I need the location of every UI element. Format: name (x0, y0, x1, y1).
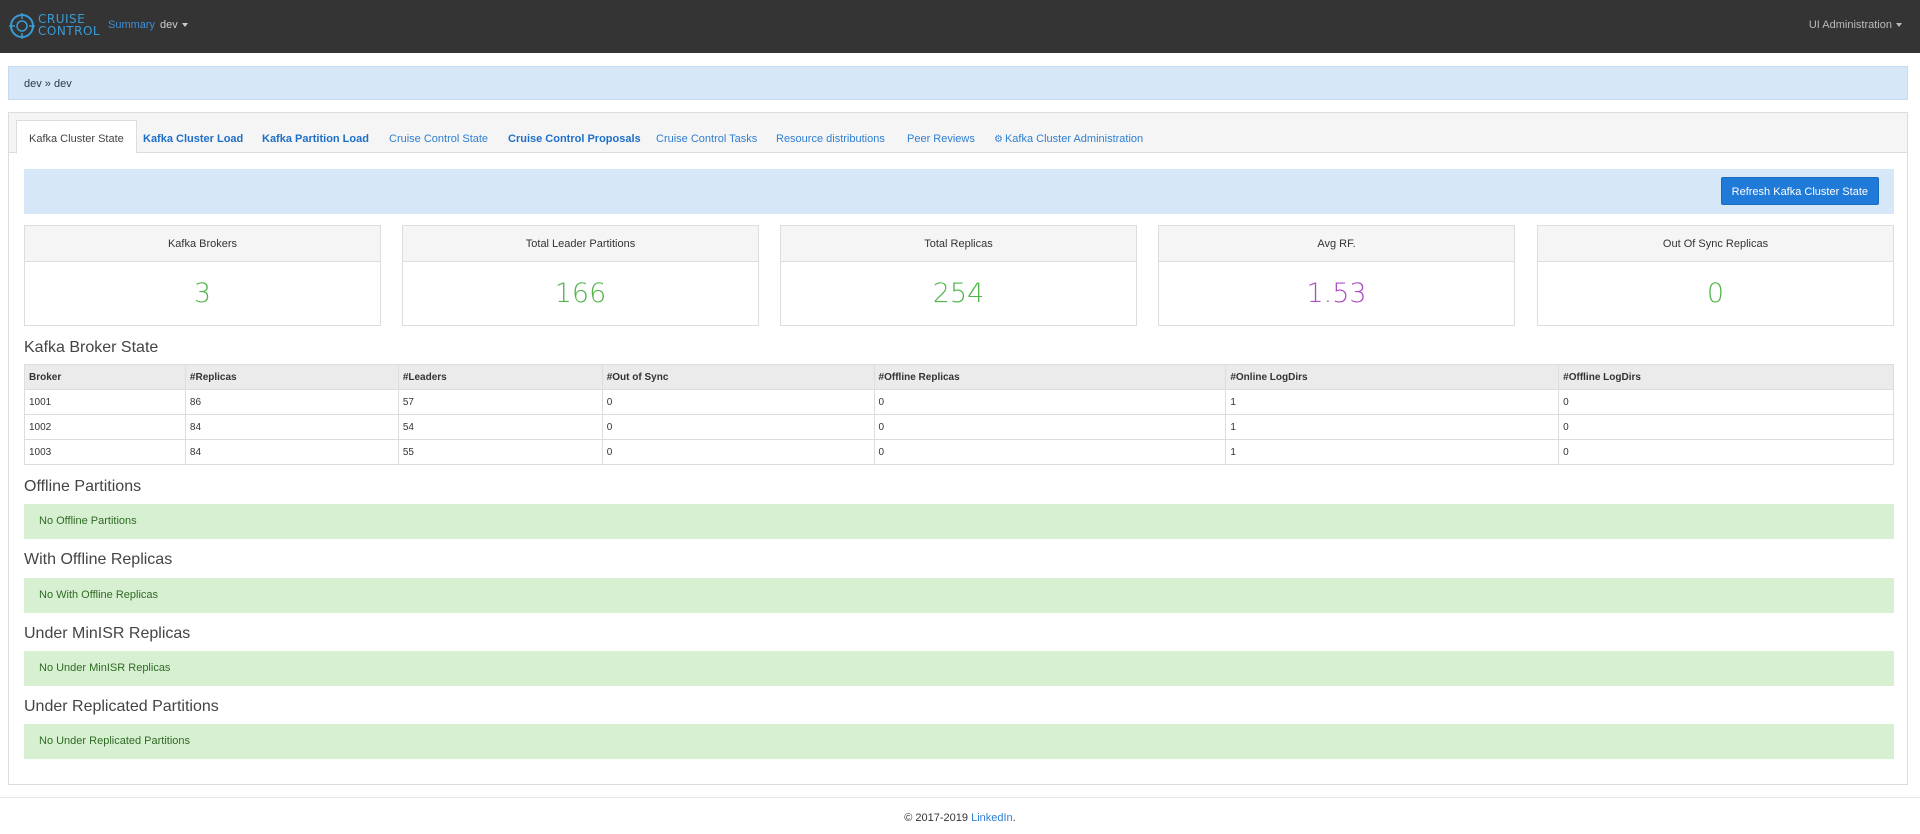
with-offline-replicas-title: With Offline Replicas (24, 551, 173, 568)
footer: © 2017-2019 LinkedIn. (0, 812, 1920, 824)
stat-card-kafka-brokers: Kafka Brokers 3 (24, 225, 381, 326)
offline-partitions-alert: No Offline Partitions (24, 504, 1894, 539)
main-panel: Kafka Cluster State Kafka Cluster Load K… (8, 112, 1908, 785)
column-header[interactable]: #Out of Sync (601, 364, 875, 390)
table-cell: 0 (1558, 389, 1894, 415)
cruise-control-logo[interactable]: CRUISE CONTROL (8, 11, 100, 41)
gear-icon: ⚙ (994, 134, 1003, 145)
table-cell: 0 (601, 439, 875, 465)
stat-card-value: 254 (932, 278, 985, 309)
table-cell: 1002 (24, 414, 186, 440)
stat-card-title: Total Leader Partitions (403, 226, 758, 262)
tab-cruise-control-state[interactable]: Cruise Control State (389, 133, 489, 145)
logo-text-line-2: CONTROL (38, 24, 101, 38)
table-cell: 55 (397, 439, 603, 465)
table-cell: 1003 (24, 439, 186, 465)
logo-icon (9, 13, 35, 39)
stat-card-value: 0 (1706, 278, 1725, 309)
table-cell: 1 (1225, 414, 1560, 440)
offline-partitions-title: Offline Partitions (24, 478, 142, 495)
table-cell: 0 (1558, 414, 1894, 440)
table-row: 1002 84 54 0 0 1 0 (24, 414, 1894, 440)
table-cell: 1 (1225, 439, 1560, 465)
stat-card-title: Avg RF. (1159, 226, 1514, 262)
tab-cruise-control-tasks[interactable]: Cruise Control Tasks (656, 133, 758, 145)
broker-state-table: Broker #Replicas #Leaders #Out of Sync #… (24, 364, 1894, 465)
tab-kafka-cluster-load[interactable]: Kafka Cluster Load (143, 133, 244, 145)
stat-card-title: Total Replicas (781, 226, 1136, 262)
stat-card-total-leader-partitions: Total Leader Partitions 166 (402, 225, 759, 326)
stat-card-title: Out Of Sync Replicas (1538, 226, 1893, 262)
column-header[interactable]: #Leaders (397, 364, 603, 390)
env-dropdown-label: dev (160, 19, 178, 31)
broker-state-title: Kafka Broker State (24, 339, 159, 356)
tab-bar: Kafka Cluster State Kafka Cluster Load K… (9, 113, 1907, 154)
table-cell: 0 (1558, 439, 1894, 465)
stat-card-value: 166 (554, 278, 607, 309)
stat-card-total-replicas: Total Replicas 254 (780, 225, 1137, 326)
chevron-down-icon (181, 23, 188, 28)
tab-kafka-cluster-administration-label: Kafka Cluster Administration (1004, 133, 1144, 145)
footer-suffix: . (1012, 812, 1016, 824)
stat-card-out-of-sync-replicas: Out Of Sync Replicas 0 (1537, 225, 1894, 326)
nav-summary-link[interactable]: Summary (108, 19, 156, 31)
table-cell: 0 (601, 414, 875, 440)
under-replicated-partitions-alert: No Under Replicated Partitions (24, 724, 1894, 759)
stat-card-avg-rf: Avg RF. 1.53 (1158, 225, 1515, 326)
tab-cruise-control-proposals[interactable]: Cruise Control Proposals (508, 133, 641, 145)
breadcrumb-text[interactable]: dev » dev (24, 78, 72, 90)
table-cell: 57 (397, 389, 603, 415)
column-header[interactable]: #Offline LogDirs (1558, 364, 1894, 390)
table-cell: 84 (184, 439, 399, 465)
table-cell: 84 (184, 414, 399, 440)
refresh-kafka-cluster-state-button[interactable]: Refresh Kafka Cluster State (1720, 177, 1879, 205)
chevron-down-icon (1896, 23, 1902, 28)
logo-text: CRUISE CONTROL (38, 13, 100, 37)
ui-administration-label: UI Administration (1808, 19, 1892, 31)
column-header[interactable]: #Offline Replicas (873, 364, 1227, 390)
table-cell: 0 (601, 389, 875, 415)
table-cell: 54 (397, 414, 603, 440)
stat-card-title: Kafka Brokers (25, 226, 380, 262)
with-offline-replicas-alert: No With Offline Replicas (24, 578, 1894, 613)
table-row: 1001 86 57 0 0 1 0 (24, 389, 1894, 415)
table-header-row: Broker #Replicas #Leaders #Out of Sync #… (24, 364, 1894, 390)
under-minisr-replicas-title: Under MinISR Replicas (24, 625, 191, 642)
table-row: 1003 84 55 0 0 1 0 (24, 439, 1894, 465)
logo-text-line-1: CRUISE (38, 12, 86, 26)
column-header[interactable]: Broker (24, 364, 186, 390)
column-header[interactable]: #Online LogDirs (1225, 364, 1560, 390)
table-cell: 0 (873, 389, 1227, 415)
footer-divider (0, 797, 1920, 798)
breadcrumb: dev » dev (8, 66, 1908, 100)
table-cell: 0 (873, 439, 1227, 465)
top-navbar: CRUISE CONTROL Summary dev UI Administra… (0, 0, 1920, 53)
table-cell: 86 (184, 389, 399, 415)
action-bar: Refresh Kafka Cluster State (24, 169, 1894, 214)
tab-kafka-cluster-state[interactable]: Kafka Cluster State (16, 120, 137, 154)
linkedin-link[interactable]: LinkedIn (971, 812, 1013, 824)
table-cell: 0 (873, 414, 1227, 440)
stat-card-value: 1.53 (1306, 278, 1367, 309)
tab-kafka-cluster-administration[interactable]: ⚙ Kafka Cluster Administration (994, 133, 1143, 145)
footer-copyright: © 2017-2019 (904, 812, 972, 824)
tab-resource-distributions[interactable]: Resource distributions (776, 133, 885, 145)
table-cell: 1001 (24, 389, 186, 415)
env-dropdown[interactable]: dev (160, 19, 188, 31)
column-header[interactable]: #Replicas (184, 364, 399, 390)
under-replicated-partitions-title: Under Replicated Partitions (24, 698, 219, 715)
ui-administration-dropdown[interactable]: UI Administration (1809, 19, 1902, 31)
under-minisr-replicas-alert: No Under MinISR Replicas (24, 651, 1894, 686)
tab-peer-reviews[interactable]: Peer Reviews (907, 133, 975, 145)
table-cell: 1 (1225, 389, 1560, 415)
tab-kafka-partition-load[interactable]: Kafka Partition Load (262, 133, 369, 145)
stat-card-value: 3 (193, 278, 212, 309)
